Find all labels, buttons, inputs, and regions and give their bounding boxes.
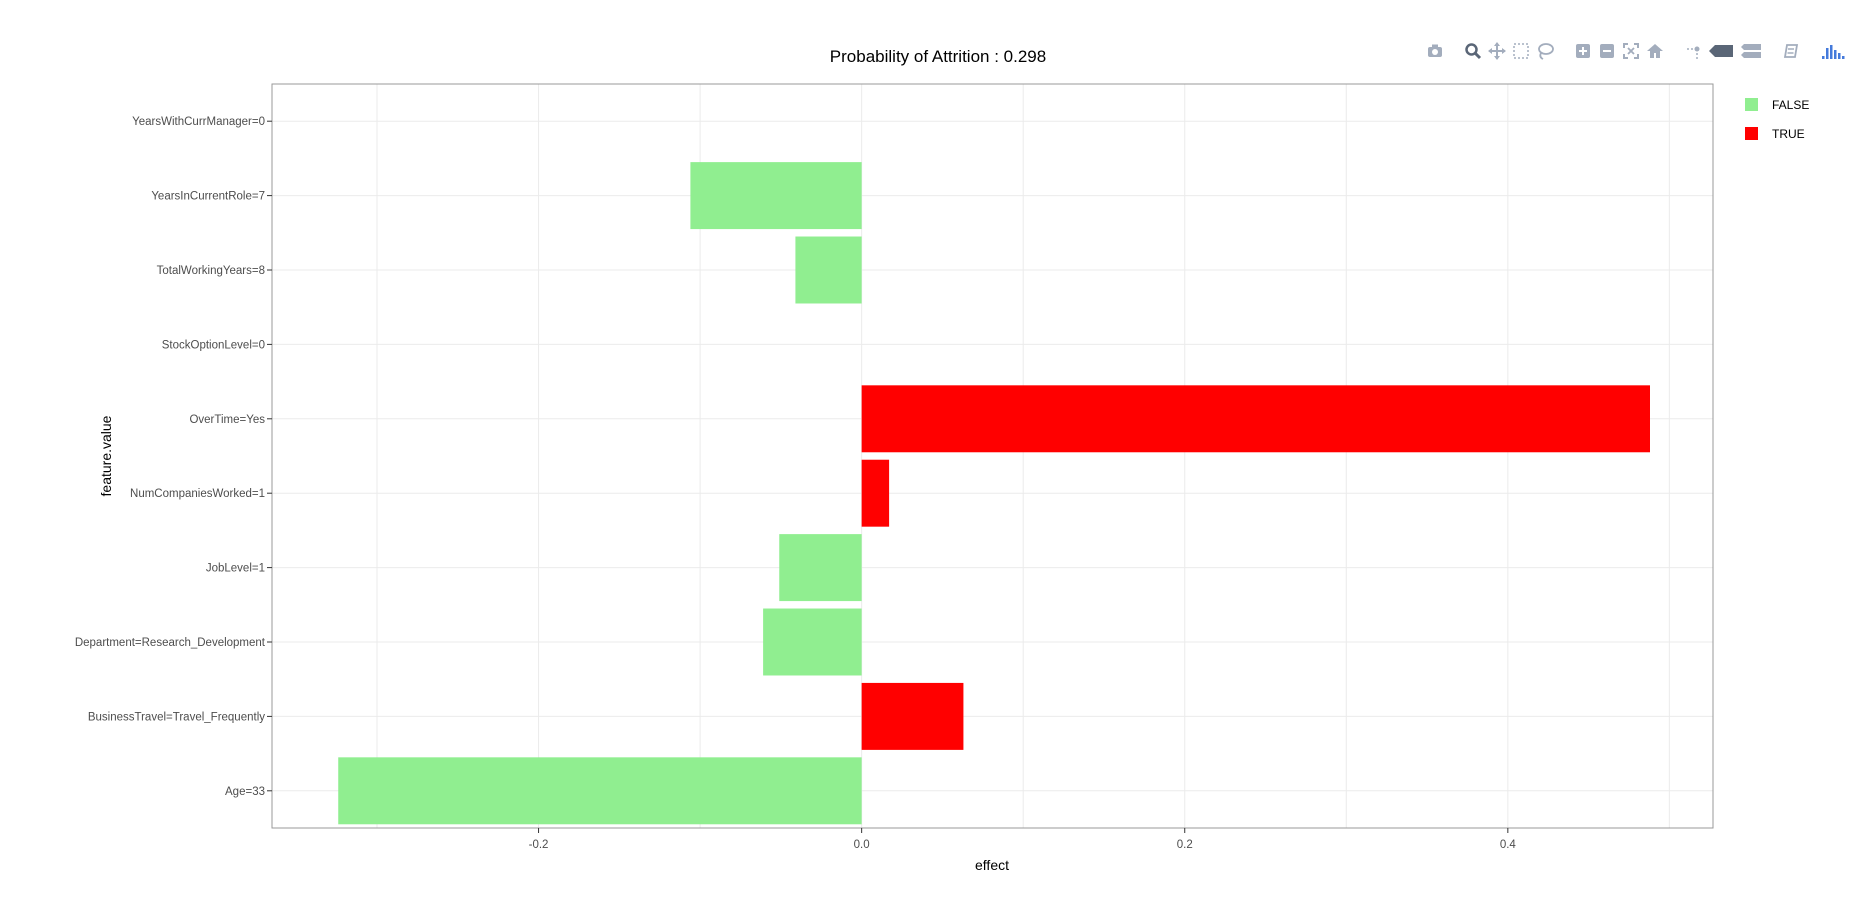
reset-axes-icon[interactable] — [1645, 41, 1665, 66]
zoom-in-icon[interactable] — [1573, 41, 1593, 66]
lasso-select-icon[interactable] — [1535, 41, 1555, 66]
chart-title: Probability of Attrition : 0.298 — [830, 47, 1046, 66]
autoscale-icon[interactable] — [1621, 41, 1641, 66]
plot-area-border — [271, 83, 1714, 829]
box-select-icon[interactable] — [1511, 41, 1531, 66]
zoom-out-icon[interactable] — [1597, 41, 1617, 66]
x-tick-label: -0.2 — [529, 839, 549, 851]
camera-icon[interactable] — [1425, 41, 1445, 66]
legend-label-false: FALSE — [1772, 97, 1810, 112]
y-tick-label: JobLevel=1 — [206, 563, 265, 575]
legend-item-false[interactable]: FALSE — [1745, 90, 1809, 119]
bar[interactable] — [861, 385, 1650, 453]
zoom-icon[interactable] — [1463, 41, 1483, 66]
hover-closest-icon[interactable] — [1707, 41, 1735, 66]
horizontal-gridlines — [272, 120, 1713, 792]
y-tick-label: YearsWithCurrManager=0 — [132, 116, 265, 128]
y-tick-label: Age=33 — [225, 786, 265, 798]
y-tick-labels: YearsWithCurrManager=0 YearsInCurrentRole… — [75, 116, 272, 798]
bar[interactable] — [795, 236, 862, 304]
plotly-logo-icon[interactable] — [1819, 41, 1847, 66]
spike-lines-icon[interactable] — [1683, 41, 1703, 66]
y-tick-label: TotalWorkingYears=8 — [157, 265, 265, 277]
legend: FALSE TRUE — [1745, 90, 1809, 148]
x-axis-label: effect — [975, 857, 1009, 873]
bar[interactable] — [861, 459, 890, 527]
legend-item-true[interactable]: TRUE — [1745, 119, 1809, 148]
legend-swatch-false — [1745, 98, 1758, 111]
modebar — [1425, 41, 1851, 66]
bar[interactable] — [861, 682, 964, 750]
y-tick-label: NumCompaniesWorked=1 — [130, 488, 265, 500]
bar[interactable] — [763, 608, 862, 676]
bars — [338, 162, 1650, 825]
x-tick-labels: -0.2 0.0 0.2 0.4 — [529, 828, 1517, 851]
x-tick-label: 0.2 — [1177, 839, 1193, 851]
y-tick-label: OverTime=Yes — [189, 414, 265, 426]
y-tick-label: StockOptionLevel=0 — [162, 339, 265, 351]
y-axis-label: feature.value — [98, 415, 114, 496]
x-tick-label: 0.0 — [854, 839, 870, 851]
legend-swatch-true — [1745, 127, 1758, 140]
legend-label-true: TRUE — [1772, 126, 1805, 141]
bar[interactable] — [690, 162, 862, 230]
bar[interactable] — [779, 534, 862, 602]
y-tick-label: YearsInCurrentRole=7 — [151, 191, 265, 203]
pan-icon[interactable] — [1487, 41, 1507, 66]
hover-compare-icon[interactable] — [1739, 41, 1763, 66]
bar[interactable] — [338, 757, 862, 825]
y-tick-label: Department=Research_Development — [75, 637, 266, 649]
edit-chart-icon[interactable] — [1781, 41, 1801, 66]
x-tick-label: 0.4 — [1500, 839, 1517, 851]
y-tick-label: BusinessTravel=Travel_Frequently — [88, 711, 265, 723]
